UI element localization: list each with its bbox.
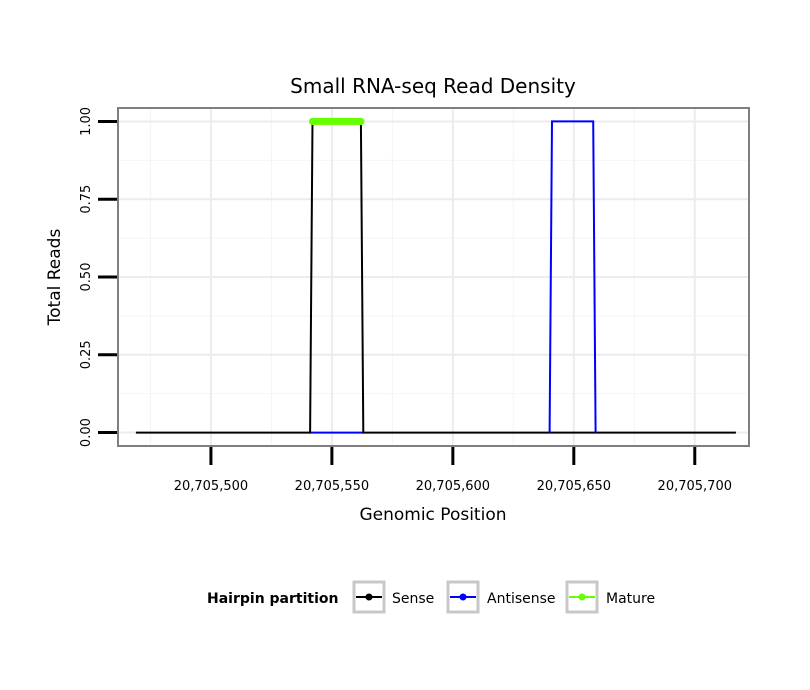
plot-panel-border [117, 107, 750, 447]
x-tick-label: 20,705,650 [537, 479, 611, 494]
y-axis-label: Total Reads [45, 229, 65, 327]
x-tick-label: 20,705,600 [416, 479, 490, 494]
y-tick-label: 0.25 [79, 340, 94, 369]
grid [119, 109, 748, 445]
series-layer [135, 117, 736, 434]
y-tick-label: 0.75 [79, 185, 94, 214]
x-tick-label: 20,705,500 [174, 479, 248, 494]
series-antisense-peak [548, 120, 597, 433]
legend-label-mature: Mature [606, 591, 655, 607]
legend: Hairpin partition Sense Antisense Mature [207, 580, 655, 614]
series-mature-point [309, 117, 317, 125]
chart-title: Small RNA-seq Read Density [290, 74, 576, 98]
legend-point-sense [365, 593, 373, 601]
x-axis: 20,705,500 20,705,550 20,705,600 20,705,650… [174, 447, 732, 494]
y-axis: 0.00 0.25 0.50 0.75 1.00 [79, 107, 117, 447]
series-mature-point [357, 117, 365, 125]
legend-point-mature [578, 593, 586, 601]
x-axis-label: Genomic Position [359, 505, 506, 525]
legend-label-sense: Sense [392, 591, 434, 607]
legend-title: Hairpin partition [207, 591, 338, 607]
x-tick-label: 20,705,700 [658, 479, 732, 494]
y-tick-label: 1.00 [79, 107, 94, 136]
legend-label-antisense: Antisense [487, 591, 556, 607]
y-tick-label: 0.50 [79, 263, 94, 292]
legend-point-antisense [459, 593, 467, 601]
x-tick-label: 20,705,550 [295, 479, 369, 494]
y-tick-label: 0.00 [79, 418, 94, 447]
